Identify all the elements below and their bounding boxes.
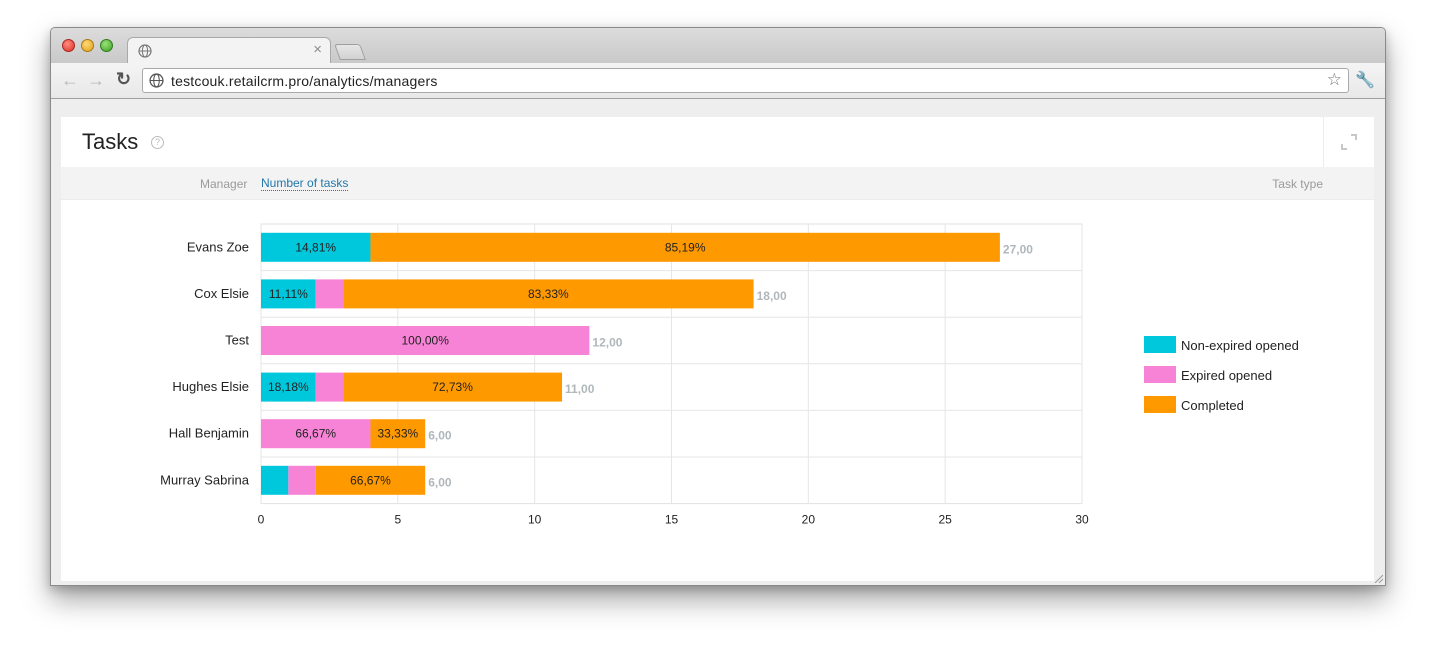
manager-filter-label: Manager: [200, 177, 248, 191]
bar-segment: [261, 419, 371, 449]
resize-grip-icon[interactable]: [1373, 573, 1383, 583]
close-window-button[interactable]: [62, 39, 75, 52]
data-label: 72,73%: [432, 380, 473, 394]
total-label: 6,00: [428, 475, 452, 489]
tasks-bar-chart: 0 5 10 15 20 25 30 Evans Zoe 14,81% 85,19% 27,00 Co…: [160, 223, 1089, 527]
bar-segment: [370, 419, 426, 449]
bar-segment: [261, 279, 316, 309]
total-label: 27,00: [1003, 242, 1033, 256]
x-tick-label: 30: [1075, 513, 1089, 527]
x-tick-label: 20: [802, 513, 816, 527]
browser-tab[interactable]: ×: [127, 37, 331, 64]
minimize-window-button[interactable]: [81, 39, 94, 52]
total-label: 18,00: [757, 289, 787, 303]
bar-segment: [315, 279, 344, 309]
data-label: 85,19%: [665, 240, 706, 254]
legend-label: Completed: [1181, 398, 1244, 413]
bar-segment: [315, 465, 426, 495]
bar-segment: [343, 279, 754, 309]
x-tick-label: 15: [665, 513, 679, 527]
expand-button[interactable]: [1323, 117, 1374, 167]
bar-segment: [261, 326, 590, 355]
total-label: 12,00: [592, 336, 622, 350]
bar-segment: [288, 465, 316, 495]
bar-segment: [343, 372, 563, 402]
tab-close-icon[interactable]: ×: [313, 41, 322, 58]
data-label: 14,81%: [295, 240, 336, 254]
x-tick-label: 25: [938, 513, 952, 527]
filter-bar: Manager Number of tasks Task type: [61, 167, 1374, 200]
category-label: Evans Zoe: [187, 239, 249, 254]
globe-icon: [149, 73, 164, 93]
legend-swatch: [1144, 366, 1176, 383]
back-arrow-icon[interactable]: ←: [61, 70, 79, 90]
address-bar[interactable]: testcouk.retailcrm.pro/analytics/manager…: [142, 68, 1349, 93]
bar-segment: [261, 232, 371, 262]
wrench-icon[interactable]: 🔧: [1355, 72, 1375, 89]
legend-swatch: [1144, 336, 1176, 353]
data-label: 33,33%: [377, 427, 418, 441]
data-label: 66,67%: [295, 427, 336, 441]
browser-window: × ← → ↻ testcouk.retailcrm.pro/analytics…: [50, 27, 1386, 586]
legend-swatch: [1144, 396, 1176, 413]
data-label: 83,33%: [528, 287, 569, 301]
category-label: Hall Benjamin: [169, 426, 249, 441]
category-label: Cox Elsie: [194, 286, 249, 301]
help-icon[interactable]: ?: [151, 136, 164, 149]
legend-label: Expired opened: [1181, 368, 1273, 383]
tasks-panel: Tasks ? Manager Number of tasks Task typ…: [61, 117, 1374, 581]
data-label: 18,18%: [268, 380, 309, 394]
category-label: Hughes Elsie: [172, 379, 249, 394]
task-type-filter-label[interactable]: Task type: [1272, 177, 1323, 191]
data-label: 66,67%: [350, 473, 391, 487]
x-tick-label: 0: [258, 513, 265, 527]
star-icon[interactable]: ☆: [1326, 70, 1342, 89]
total-label: 6,00: [428, 429, 452, 443]
x-tick-label: 5: [394, 513, 401, 527]
bar-segment: [261, 372, 316, 402]
bar-segment: [370, 232, 1000, 262]
category-label: Test: [225, 333, 249, 348]
page-content: Tasks ? Manager Number of tasks Task typ…: [51, 99, 1385, 585]
number-of-tasks-link[interactable]: Number of tasks: [261, 176, 349, 191]
globe-icon: [138, 44, 152, 63]
forward-arrow-icon[interactable]: →: [87, 70, 105, 90]
page-title: Tasks: [82, 129, 139, 154]
data-label: 100,00%: [402, 334, 450, 348]
url-text[interactable]: testcouk.retailcrm.pro/analytics/manager…: [171, 73, 438, 89]
maximize-window-button[interactable]: [100, 39, 113, 52]
reload-icon[interactable]: ↻: [116, 69, 132, 89]
x-tick-label: 10: [528, 513, 542, 527]
data-label: 11,11%: [269, 287, 308, 301]
legend-label: Non-expired opened: [1181, 338, 1299, 353]
browser-toolbar: ← → ↻ testcouk.retailcrm.pro/analytics/m…: [51, 63, 1385, 99]
expand-icon: [1341, 134, 1357, 150]
total-label: 11,00: [565, 382, 595, 396]
bar-segment: [315, 372, 344, 402]
new-tab-button[interactable]: [334, 44, 366, 60]
title-bar: ×: [51, 28, 1385, 64]
category-label: Murray Sabrina: [160, 472, 250, 487]
bar-segment: [261, 465, 289, 495]
